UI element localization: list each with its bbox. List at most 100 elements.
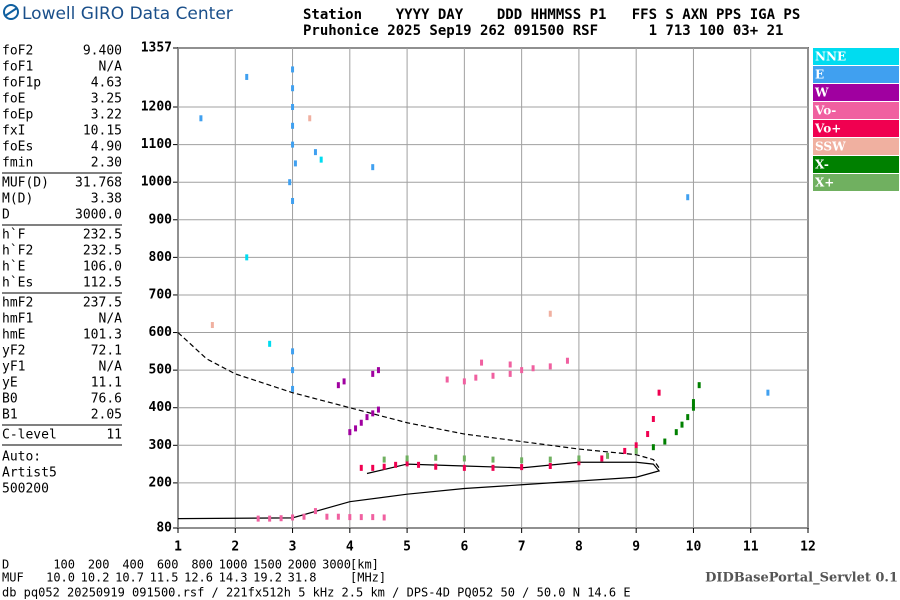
echo-point (288, 179, 292, 186)
auto-label: Artist5 (2, 466, 57, 481)
plot-frame (177, 47, 809, 529)
param-value: 4.90 (91, 140, 122, 155)
table-value: 400 (122, 558, 144, 572)
echo-point (405, 460, 409, 467)
param-name: h`F (2, 228, 26, 243)
echo-point (480, 359, 484, 366)
param-name: C-level (2, 428, 57, 443)
echo-point (199, 115, 203, 122)
table-value: 11.5 (150, 571, 179, 585)
echo-point (600, 455, 604, 462)
param-value: N/A (99, 60, 123, 75)
echo-point (342, 378, 346, 385)
legend-label: X- (815, 158, 829, 172)
table-value: 3000 (322, 558, 351, 572)
legend-swatch (813, 174, 899, 191)
table-value: 14.3 (219, 571, 248, 585)
echo-point (268, 340, 272, 347)
param-value: 2.05 (91, 408, 122, 423)
echo-point (548, 462, 552, 469)
echo-point (291, 66, 295, 73)
x-tick-label: 4 (346, 540, 354, 555)
echo-point (565, 357, 569, 364)
echo-point (531, 365, 535, 372)
echo-point (686, 194, 690, 201)
x-tick-label: 5 (403, 540, 411, 555)
echo-point (319, 156, 323, 163)
echo-point (651, 444, 655, 451)
y-tick-label: 700 (149, 287, 173, 302)
param-name: fxI (2, 124, 25, 139)
legend-swatch (813, 138, 899, 155)
echo-point (548, 456, 552, 463)
echo-point (291, 348, 295, 355)
param-name: B1 (2, 408, 18, 423)
param-value: 4.63 (91, 76, 122, 91)
param-name: foE (2, 92, 25, 107)
y-tick-label: 1357 (141, 41, 172, 56)
echo-point (291, 367, 295, 374)
profile-curve (177, 461, 661, 520)
echo-point (354, 425, 358, 432)
echo-point (634, 447, 638, 454)
x-tick-label: 7 (518, 540, 526, 555)
param-value: 76.6 (91, 392, 122, 407)
param-value: 3.38 (91, 192, 122, 207)
echo-point (376, 406, 380, 413)
param-value: 3000.0 (75, 208, 122, 223)
echo-point (548, 363, 552, 370)
x-tick-label: 8 (575, 540, 583, 555)
table-value: 19.2 (253, 571, 282, 585)
legend-label: X+ (815, 176, 834, 190)
table-value: 10.0 (46, 571, 75, 585)
legend-swatch (813, 66, 899, 83)
echo-point (462, 464, 466, 471)
table-unit: [MHz] (350, 571, 386, 585)
echo-point (382, 456, 386, 463)
param-name: hmF2 (2, 296, 33, 311)
echo-point (606, 452, 610, 459)
legend-label: NNE (815, 50, 846, 64)
param-value: 2.30 (91, 156, 122, 171)
param-value: 101.3 (83, 328, 122, 343)
y-tick-label: 600 (149, 325, 173, 340)
param-name: foEp (2, 108, 33, 123)
y-tick-label: 500 (149, 363, 173, 378)
echo-point (371, 164, 375, 171)
echo-point (291, 197, 295, 204)
x-tick-label: 6 (460, 540, 468, 555)
echo-point (680, 421, 684, 428)
footer: db pq052 20250919 091500.rsf / 221fx512h… (2, 586, 631, 600)
echo-point (766, 389, 770, 396)
echo-point (371, 514, 375, 521)
echo-point (520, 367, 524, 374)
echo-point (462, 378, 466, 385)
table-value: 1000 (219, 558, 248, 572)
param-value: 232.5 (83, 244, 122, 259)
echo-point (491, 456, 495, 463)
echo-point (291, 385, 295, 392)
echo-point (336, 513, 340, 520)
param-name: h`E (2, 260, 25, 275)
auto-label: 500200 (2, 482, 49, 497)
echo-point (348, 429, 352, 436)
legend-label: SSW (815, 140, 846, 154)
echo-point (491, 464, 495, 471)
param-value: 106.0 (83, 260, 122, 275)
header-line: Station YYYY DAY DDD HHMMSS P1 FFS S AXN… (303, 7, 800, 23)
echo-point (371, 464, 375, 471)
y-tick-label: 400 (149, 400, 173, 415)
echo-point (474, 374, 478, 381)
param-name: yF1 (2, 360, 25, 375)
echo-point (623, 447, 627, 454)
table-value: 31.8 (288, 571, 317, 585)
echo-point (657, 389, 661, 396)
x-tick-label: 2 (231, 540, 239, 555)
param-value: 9.400 (83, 44, 122, 59)
x-tick-label: 3 (289, 540, 297, 555)
y-tick-label: 900 (149, 212, 173, 227)
param-name: hmE (2, 328, 25, 343)
profile-curve (177, 332, 660, 469)
logo (3, 4, 19, 20)
